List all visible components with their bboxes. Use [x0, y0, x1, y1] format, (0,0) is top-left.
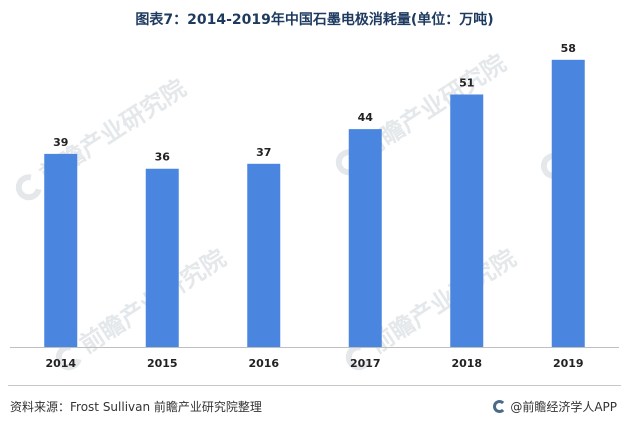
chart-title: 图表7：2014-2019年中国石墨电极消耗量(单位：万吨) — [135, 12, 494, 28]
data-label-2018: 51 — [459, 76, 474, 89]
brand-logo-icon — [493, 400, 507, 413]
x-tick-label-2015: 2015 — [147, 357, 178, 370]
data-label-2016: 37 — [256, 146, 271, 159]
bar-2014 — [44, 153, 78, 347]
brand-text: @前瞻经济学人APP — [510, 400, 617, 414]
x-tick-label-2014: 2014 — [45, 357, 76, 370]
data-label-2017: 44 — [358, 111, 374, 124]
x-tick-label-2016: 2016 — [248, 357, 279, 370]
footer-divider — [8, 385, 621, 386]
bar-2019 — [551, 59, 585, 347]
bar-2017 — [348, 129, 382, 347]
source-note: 资料来源：Frost Sullivan 前瞻产业研究院整理 — [10, 400, 262, 414]
data-label-2015: 36 — [155, 151, 171, 164]
x-tick-label-2017: 2017 — [350, 357, 381, 370]
data-label-2014: 39 — [53, 136, 68, 149]
bar-2018 — [450, 94, 484, 347]
brand-mark: @前瞻经济学人APP — [493, 398, 617, 415]
data-label-2019: 58 — [561, 42, 576, 55]
x-tick-label-2018: 2018 — [451, 357, 482, 370]
x-tick-label-2019: 2019 — [553, 357, 584, 370]
bar-2015 — [145, 168, 179, 347]
bar-2016 — [247, 163, 281, 347]
